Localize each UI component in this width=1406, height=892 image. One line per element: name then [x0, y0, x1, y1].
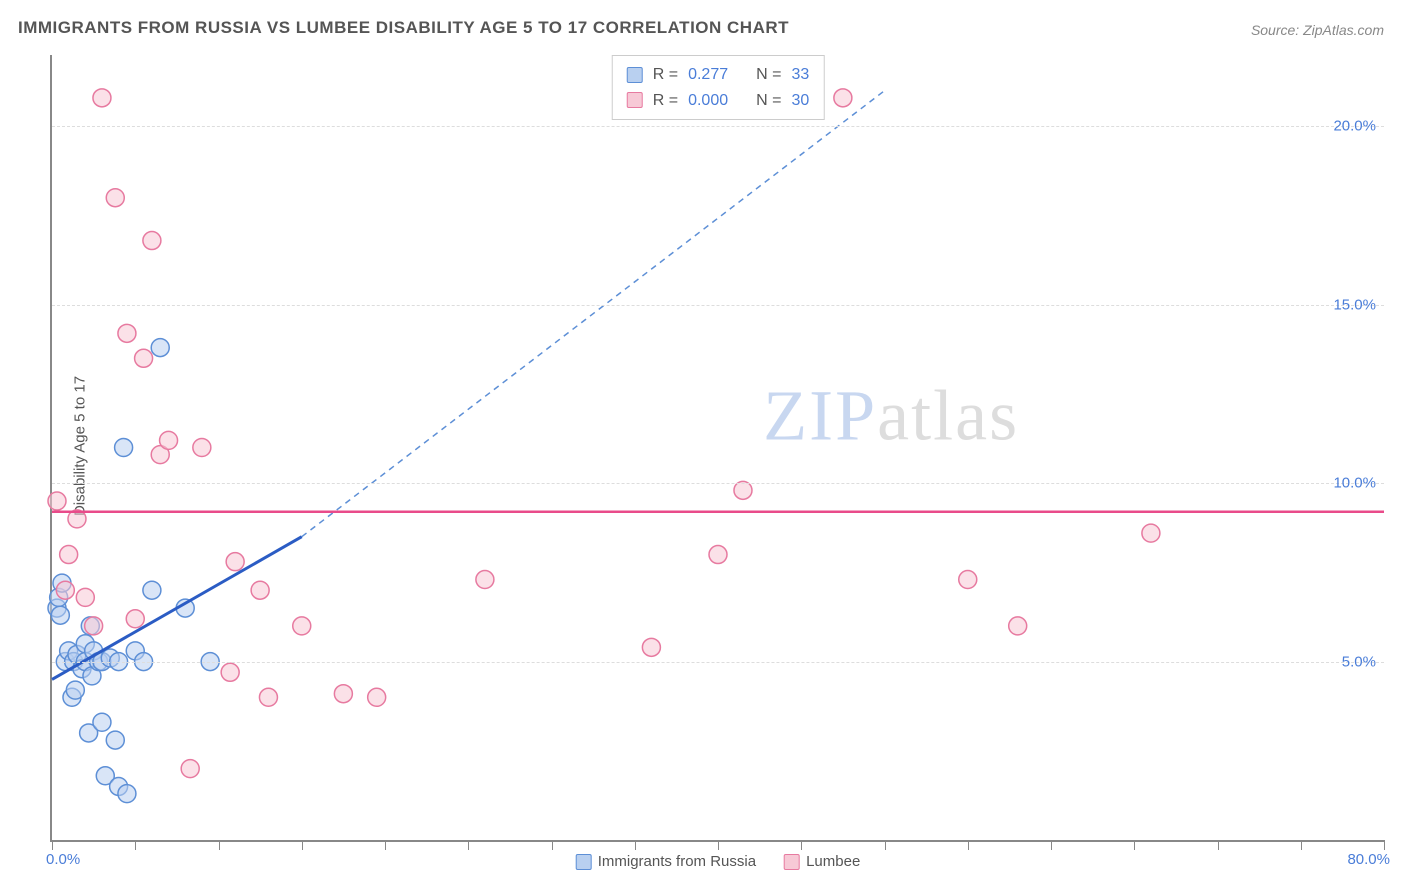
scatter-point	[106, 731, 124, 749]
scatter-point	[115, 439, 133, 457]
scatter-point	[259, 688, 277, 706]
y-tick-label: 10.0%	[1333, 475, 1376, 492]
scatter-point	[143, 232, 161, 250]
y-tick-label: 15.0%	[1333, 296, 1376, 313]
scatter-point	[151, 339, 169, 357]
scatter-point	[126, 610, 144, 628]
chart-svg	[52, 55, 1384, 840]
r-label: R =	[653, 62, 678, 88]
scatter-point	[221, 663, 239, 681]
scatter-point	[143, 581, 161, 599]
scatter-point	[251, 581, 269, 599]
scatter-point	[135, 349, 153, 367]
scatter-point	[85, 617, 103, 635]
scatter-point	[368, 688, 386, 706]
x-tick	[968, 840, 969, 850]
gridline-h	[52, 126, 1384, 127]
x-tick	[135, 840, 136, 850]
x-tick	[1301, 840, 1302, 850]
correlation-legend: R = 0.277 N = 33 R = 0.000 N = 30	[612, 55, 825, 120]
scatter-point	[48, 492, 66, 510]
correlation-legend-row: R = 0.277 N = 33	[627, 62, 810, 88]
x-tick	[718, 840, 719, 850]
x-tick	[468, 840, 469, 850]
scatter-point	[60, 546, 78, 564]
r-value: 0.000	[688, 88, 728, 114]
x-tick	[1134, 840, 1135, 850]
scatter-point	[56, 581, 74, 599]
scatter-point	[193, 439, 211, 457]
scatter-point	[834, 89, 852, 107]
chart-title: IMMIGRANTS FROM RUSSIA VS LUMBEE DISABIL…	[18, 18, 789, 38]
scatter-point	[1142, 524, 1160, 542]
x-tick	[1218, 840, 1219, 850]
gridline-h	[52, 305, 1384, 306]
legend-item: Immigrants from Russia	[576, 853, 756, 870]
y-tick-label: 5.0%	[1342, 653, 1376, 670]
scatter-point	[76, 588, 94, 606]
legend-swatch	[576, 854, 592, 870]
x-tick	[52, 840, 53, 850]
x-tick	[801, 840, 802, 850]
legend-label: Lumbee	[806, 853, 860, 870]
scatter-point	[160, 431, 178, 449]
scatter-point	[334, 685, 352, 703]
scatter-point	[1009, 617, 1027, 635]
n-label: N =	[756, 88, 781, 114]
gridline-h	[52, 662, 1384, 663]
n-value: 33	[791, 62, 809, 88]
scatter-point	[118, 785, 136, 803]
legend-swatch	[784, 854, 800, 870]
scatter-point	[106, 189, 124, 207]
scatter-point	[93, 89, 111, 107]
scatter-point	[181, 760, 199, 778]
source-prefix: Source:	[1251, 22, 1303, 38]
n-label: N =	[756, 62, 781, 88]
scatter-point	[51, 606, 69, 624]
x-tick	[385, 840, 386, 850]
scatter-point	[93, 713, 111, 731]
x-tick	[635, 840, 636, 850]
scatter-point	[293, 617, 311, 635]
x-tick	[885, 840, 886, 850]
trend-line-dashed	[302, 91, 885, 537]
scatter-point	[642, 638, 660, 656]
x-tick	[302, 840, 303, 850]
correlation-legend-row: R = 0.000 N = 30	[627, 88, 810, 114]
r-value: 0.277	[688, 62, 728, 88]
legend-item: Lumbee	[784, 853, 860, 870]
x-tick	[552, 840, 553, 850]
source-label: Source: ZipAtlas.com	[1251, 22, 1384, 38]
scatter-point	[709, 546, 727, 564]
x-tick	[1051, 840, 1052, 850]
series-legend: Immigrants from Russia Lumbee	[576, 853, 861, 870]
gridline-h	[52, 483, 1384, 484]
plot-area: ZIPatlas R = 0.277 N = 33 R = 0.000 N = …	[50, 55, 1384, 842]
x-max-label: 80.0%	[1347, 851, 1390, 868]
r-label: R =	[653, 88, 678, 114]
n-value: 30	[791, 88, 809, 114]
scatter-point	[118, 324, 136, 342]
scatter-point	[66, 681, 84, 699]
x-tick	[1384, 840, 1385, 850]
y-tick-label: 20.0%	[1333, 118, 1376, 135]
trend-line	[52, 537, 302, 680]
legend-swatch	[627, 67, 643, 83]
source-name: ZipAtlas.com	[1303, 22, 1384, 38]
legend-swatch	[627, 92, 643, 108]
legend-label: Immigrants from Russia	[598, 853, 756, 870]
scatter-point	[476, 571, 494, 589]
x-tick	[219, 840, 220, 850]
scatter-point	[959, 571, 977, 589]
scatter-point	[226, 553, 244, 571]
x-origin-label: 0.0%	[46, 851, 80, 868]
